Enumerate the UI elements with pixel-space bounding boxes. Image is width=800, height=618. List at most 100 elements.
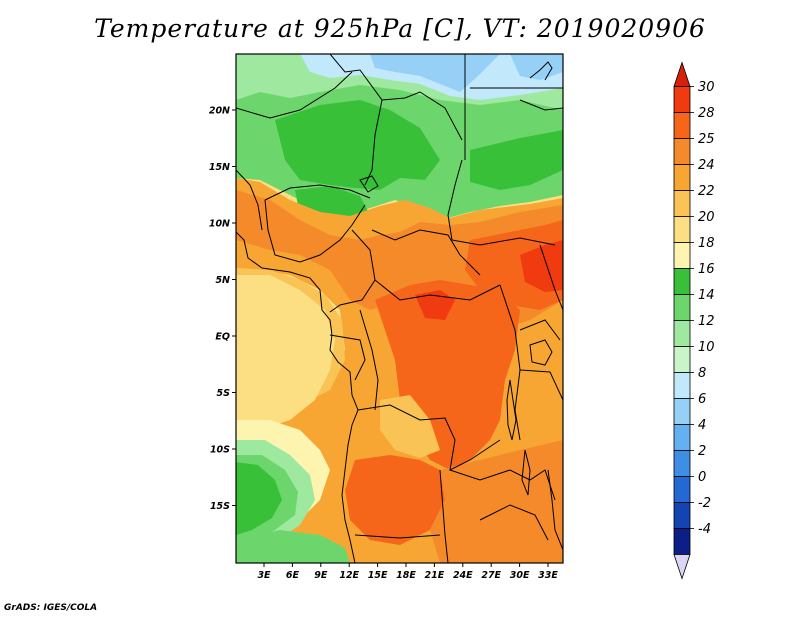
lat-label: 10S [210,445,230,456]
lat-label: 10N [209,219,230,230]
lake-victoria [529,339,553,366]
colorbar-label: 0 [698,470,706,485]
border-niger-south [264,184,371,201]
lon-label: 30E [510,570,530,581]
colorbar-label: 10 [698,340,715,355]
colorbar-swatch [673,112,691,139]
latitude-axis: 20N 15N 10N 5N EQ 5S 10S 15S [209,106,236,512]
colorbar-swatch [673,476,691,503]
colorbar-label: 30 [698,80,715,95]
field-orange-dark-south [345,455,445,545]
field-hot-east [520,240,563,292]
field-green-dark-north [275,100,440,190]
lon-label: 12E [339,570,359,581]
colorbar-label: 22 [698,184,715,199]
border-cameroon [329,229,376,313]
border-drc-angola [357,404,501,471]
colorbar-label: 24 [698,158,715,173]
colorbar-swatch [673,372,691,399]
temperature-field [236,54,563,563]
border-uganda-kenya [519,319,561,341]
border-algeria-libya [329,54,463,141]
border-ssudan-east [539,244,563,311]
lon-label: 27E [481,570,501,581]
colorbar-label: 20 [698,210,715,225]
border-zambia [449,469,556,501]
field-green-south-atlantic [236,530,350,563]
field-green-dark-southwest [236,462,282,535]
field-blue-east [510,54,563,80]
border-angola-namibia [354,534,441,539]
colorbar-label: 2 [698,444,706,459]
colorbar-swatch [673,346,691,373]
lake-tanganyika [506,379,517,441]
lat-label: EQ [215,332,230,343]
border-chad-sudan [447,159,463,241]
border-sudan-ssudan [451,237,556,246]
colorbar-swatch [673,216,691,243]
border-car-south [374,279,501,301]
colorbar-label: 14 [698,288,715,303]
colorbar-label: 28 [698,106,715,121]
colorbar-swatch [673,502,691,529]
lake-malawi [521,449,531,496]
colorbar-bottom-arrow [673,554,691,580]
border-mali-niger [236,71,353,119]
colorbar-label: 8 [698,366,706,381]
nile-red-sea [529,61,553,81]
colorbar-label: -4 [698,522,711,537]
lon-label: 6E [286,570,300,581]
longitude-axis: 3E 6E 9E 12E 15E 18E 21E 24E 27E 30E 33E [257,563,558,581]
field-yellow-atlantic [236,275,335,432]
lat-label: 20N [209,106,230,117]
colorbar-swatch [673,190,691,217]
lon-label: 21E [425,570,445,581]
map-title: Temperature at 925hPa [C], VT: 201902090… [94,14,706,43]
lon-label: 24E [453,570,473,581]
colorbar-label: 18 [698,236,715,251]
colorbar-label: 16 [698,262,715,277]
border-nigeria [264,199,366,263]
lon-label: 15E [368,570,388,581]
colorbar-swatch [673,528,691,555]
colorbar-label: 25 [698,132,715,147]
field-hot-center [415,290,455,320]
lat-label: 5S [217,388,231,399]
field-tan-south-center [380,395,440,458]
lake-chad [359,175,379,193]
colorbar-label: 6 [698,392,706,407]
border-mozambique [547,469,563,551]
colorbar-swatch [673,320,691,347]
colorbar-top-arrow [673,61,691,87]
lon-label: 33E [538,570,558,581]
lon-label: 9E [314,570,328,581]
country-borders [236,54,563,563]
border-tanzania [519,369,563,401]
colorbar-swatch [673,86,691,113]
border-congo [359,309,379,411]
border-east-sudan [519,99,563,111]
colorbar-label: -2 [698,496,711,511]
border-botswana-zimbabwe [479,504,549,541]
colorbar-label: 4 [698,418,706,433]
coastline-west [236,231,359,563]
colorbar-swatch [673,164,691,191]
colorbar-swatch [673,138,691,165]
colorbar-swatch [673,294,691,321]
border-namibia-botswana [439,469,449,563]
colorbar-swatch [673,424,691,451]
border-car-north [371,229,481,276]
colorbar-swatch [673,450,691,477]
lat-label: 15N [209,162,230,173]
field-blue [370,54,500,92]
lat-label: 5N [215,275,230,286]
colorbar-label: 12 [698,314,715,329]
grads-credit: GrADS: IGES/COLA [4,603,98,613]
field-green-dark-northeast [470,130,563,190]
colorbar-swatch [673,242,691,269]
colorbar-swatch [673,398,691,425]
map-frame [235,53,564,564]
border-west-africa [236,169,263,231]
